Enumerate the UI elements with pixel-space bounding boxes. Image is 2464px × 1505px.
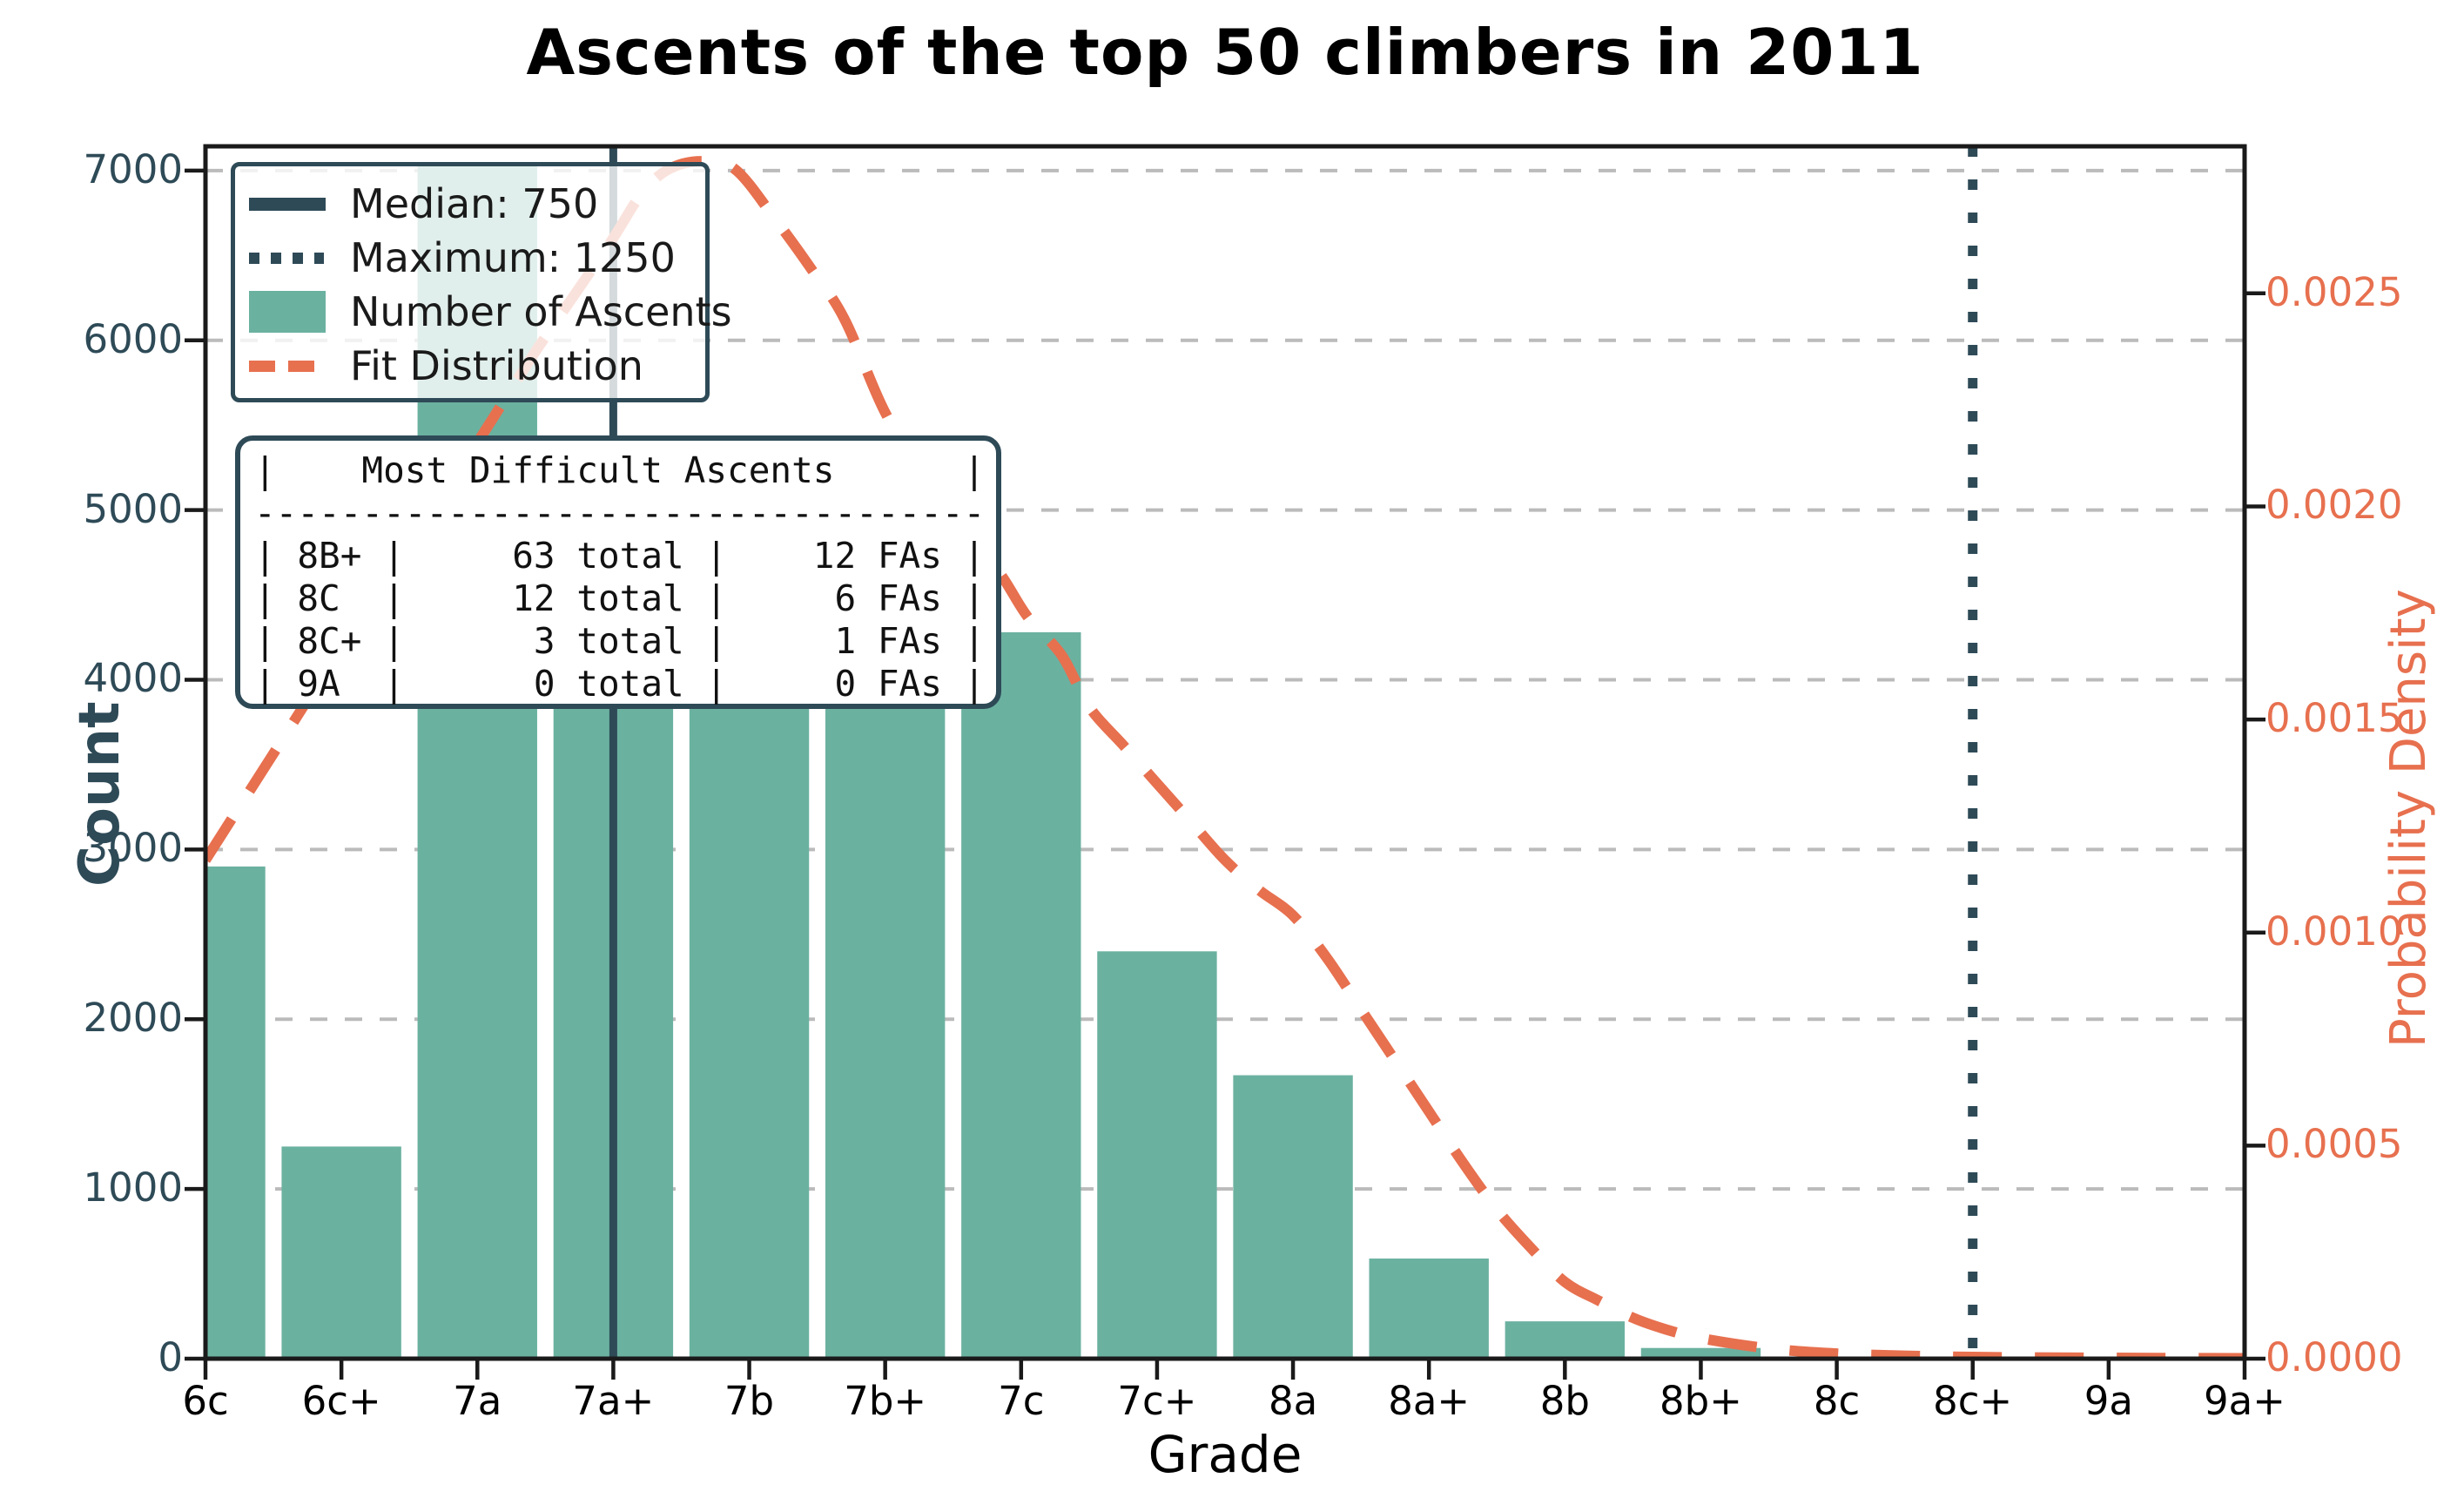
table-header: | Most Difficult Ascents | — [254, 449, 986, 491]
y-left-tick-label-2000: 2000 — [83, 995, 183, 1042]
bar-7c — [961, 631, 1081, 1359]
legend-item-label: Maximum: 1250 — [350, 234, 676, 281]
y-left-tick-label-7000: 7000 — [83, 145, 183, 192]
bar-8b — [1505, 1321, 1626, 1359]
x-tick-label-8b+: 8b+ — [1659, 1378, 1742, 1424]
legend-item-median: Median: 750 — [249, 177, 705, 231]
legend-item-label: Number of Ascents — [350, 288, 732, 335]
fit-line-swatch-icon — [249, 360, 326, 372]
y-left-tick-label-4000: 4000 — [83, 655, 183, 702]
y-left-tick-label-5000: 5000 — [83, 485, 183, 532]
x-tick-label-7c+: 7c+ — [1117, 1378, 1197, 1424]
x-tick-label-8a+: 8a+ — [1388, 1378, 1471, 1424]
table-row: | 8B+ | 63 total | 12 FAs | — [254, 535, 986, 577]
y-right-tick-label-0.0005: 0.0005 — [2265, 1121, 2403, 1168]
bar-8a+ — [1369, 1259, 1489, 1359]
x-tick-label-6c: 6c — [182, 1378, 229, 1424]
bar-6c — [205, 866, 266, 1359]
x-tick-label-7a+: 7a+ — [572, 1378, 655, 1424]
y-left-tick-label-3000: 3000 — [83, 825, 183, 872]
table-divider: ---------------------------------- — [254, 492, 986, 534]
x-tick-label-7b+: 7b+ — [844, 1378, 927, 1424]
y-right-tick-label-0.0025: 0.0025 — [2265, 268, 2403, 315]
y-right-tick-label-0.0010: 0.0010 — [2265, 908, 2403, 955]
table-row: | 8C+ | 3 total | 1 FAs | — [254, 620, 986, 662]
y-right-tick-label-0.0020: 0.0020 — [2265, 482, 2403, 529]
legend-item-label: Median: 750 — [350, 180, 599, 227]
x-tick-label-7b: 7b — [724, 1378, 775, 1424]
axes-spines — [203, 144, 2247, 1361]
y-right-tick-label-0.0015: 0.0015 — [2265, 695, 2403, 742]
legend-item-maximum: Maximum: 1250 — [249, 231, 705, 285]
bar-6c+ — [281, 1146, 401, 1359]
x-tick-label-9a+: 9a+ — [2204, 1378, 2286, 1424]
bar-patch-swatch-icon — [249, 291, 326, 333]
x-tick-label-7a: 7a — [453, 1378, 502, 1424]
table-row: | 9A | 0 total | 0 FAs | — [254, 663, 986, 705]
table-row: | 8C | 12 total | 6 FAs | — [254, 577, 986, 619]
bar-7c+ — [1097, 951, 1217, 1359]
chart-title: Ascents of the top 50 climbers in 2011 — [526, 16, 1924, 89]
y-left-tick-label-6000: 6000 — [83, 315, 183, 362]
x-tick-label-8c: 8c — [1813, 1378, 1861, 1424]
y-left-tick-label-1000: 1000 — [83, 1164, 183, 1211]
x-tick-label-8c+: 8c+ — [1933, 1378, 2013, 1424]
median-line-swatch-icon — [249, 197, 326, 211]
bar-8b+ — [1640, 1347, 1761, 1359]
y-axis-label-probability-density: Probability Density — [2380, 589, 2437, 1049]
x-tick-label-9a: 9a — [2084, 1378, 2133, 1424]
legend: Median: 750 Maximum: 1250 Number of Asce… — [231, 162, 732, 402]
maximum-line-swatch-icon — [249, 252, 326, 264]
x-tick-label-8b: 8b — [1539, 1378, 1590, 1424]
x-tick-label-8a: 8a — [1268, 1378, 1318, 1424]
legend-item-ascents: Number of Ascents — [249, 285, 732, 339]
most-difficult-ascents-table: | Most Difficult Ascents | -------------… — [235, 435, 1001, 709]
bar-8a — [1233, 1075, 1353, 1359]
legend-item-fit: Fit Distribution — [249, 339, 705, 393]
x-axis-label-grade: Grade — [1148, 1425, 1303, 1484]
y-left-tick-label-0: 0 — [158, 1334, 183, 1380]
y-right-tick-label-0.0000: 0.0000 — [2265, 1334, 2403, 1380]
legend-item-label: Fit Distribution — [350, 342, 643, 389]
x-tick-label-7c: 7c — [998, 1378, 1045, 1424]
x-tick-label-6c+: 6c+ — [301, 1378, 381, 1424]
